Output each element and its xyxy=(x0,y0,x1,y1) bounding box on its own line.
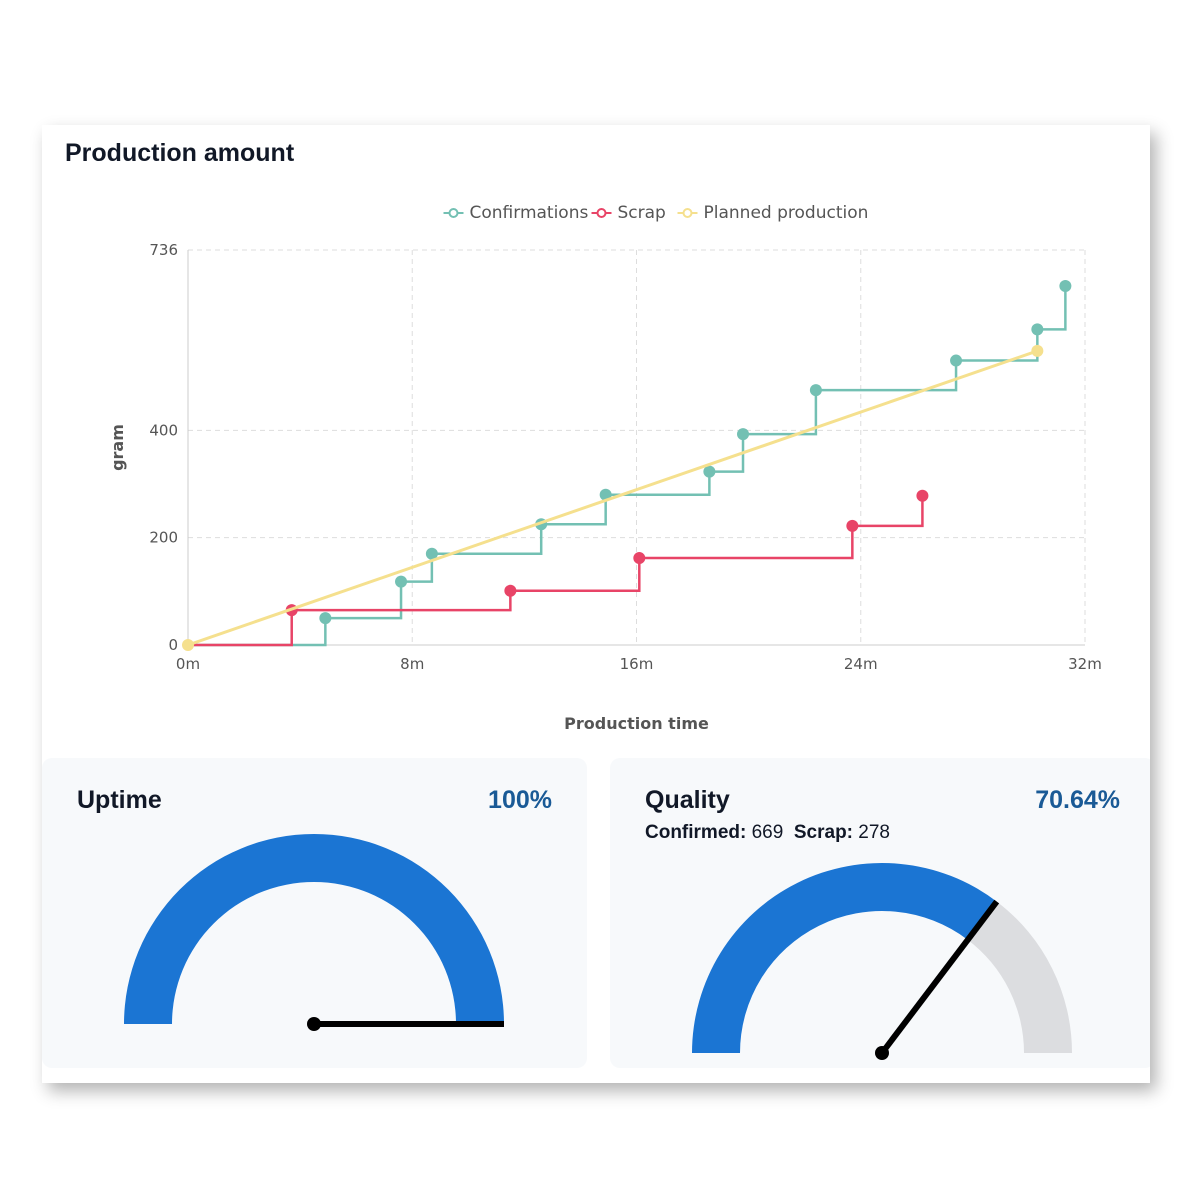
x-tick-label: 8m xyxy=(400,655,424,673)
y-axis-label: gram xyxy=(108,424,127,471)
gauge-track xyxy=(967,901,1072,1053)
data-point xyxy=(319,612,332,625)
data-point xyxy=(1031,344,1044,357)
data-point xyxy=(846,519,859,532)
gauge-needle-hub xyxy=(307,1017,321,1031)
data-point xyxy=(1031,323,1044,336)
gauge-needle-hub xyxy=(875,1046,889,1060)
x-tick-label: 0m xyxy=(176,655,200,673)
scrap-label: Scrap: xyxy=(793,822,854,843)
data-point xyxy=(182,639,194,651)
legend-label: Scrap xyxy=(618,203,666,223)
confirmed-label: Confirmed: xyxy=(645,822,747,843)
y-tick-label: 400 xyxy=(149,421,178,439)
legend-label: Confirmations xyxy=(470,203,589,223)
series-line xyxy=(188,495,924,647)
quality-breakdown: Confirmed: 669 Scrap: 278 xyxy=(645,822,890,844)
data-point xyxy=(1059,279,1072,292)
x-tick-label: 24m xyxy=(844,655,878,673)
production-card: Production amount 0m 8m 16m 24m 32m 0 200 400 73… xyxy=(42,125,1150,1083)
quality-value: 70.64% xyxy=(1035,786,1120,814)
x-axis-label: Production time xyxy=(564,714,709,733)
data-point xyxy=(809,384,822,397)
data-point xyxy=(425,547,438,560)
legend-item: Confirmations xyxy=(443,203,589,223)
data-point xyxy=(504,584,517,597)
data-point xyxy=(633,552,646,565)
data-point xyxy=(737,428,750,441)
y-tick-label: 736 xyxy=(149,241,178,259)
legend-item: Scrap xyxy=(591,203,666,223)
production-chart: 0m 8m 16m 24m 32m 0 200 400 736 Production time gr… xyxy=(108,203,1102,733)
legend-label: Planned production xyxy=(704,203,869,223)
data-point xyxy=(395,575,408,588)
data-point xyxy=(599,488,612,501)
uptime-panel: Uptime 100% xyxy=(42,758,587,1068)
gauge-fill xyxy=(124,834,504,1024)
gauge-fill xyxy=(692,863,997,1053)
quality-panel: Quality 70.64% Confirmed: 669 Scrap: 278 xyxy=(610,758,1150,1068)
data-point xyxy=(703,465,716,478)
page-title: Production amount xyxy=(65,139,295,167)
x-tick-label: 16m xyxy=(620,655,654,673)
uptime-value: 100% xyxy=(488,786,552,814)
uptime-gauge xyxy=(124,834,504,1031)
series-line xyxy=(187,349,1038,647)
scrap-value: 278 xyxy=(858,822,890,843)
confirmed-value: 669 xyxy=(751,822,784,843)
gauge-needle xyxy=(879,899,1000,1055)
x-tick-label: 32m xyxy=(1068,655,1102,673)
data-point xyxy=(950,354,963,367)
y-tick-label: 200 xyxy=(149,529,178,547)
legend-marker xyxy=(596,208,607,218)
legend-marker xyxy=(448,208,459,218)
uptime-title: Uptime xyxy=(77,786,162,814)
data-point xyxy=(916,489,929,502)
series-line xyxy=(188,285,1067,647)
legend-item: Planned production xyxy=(677,203,869,223)
y-tick-label: 0 xyxy=(168,636,178,654)
quality-title: Quality xyxy=(645,786,730,814)
legend-marker xyxy=(682,208,693,218)
quality-gauge xyxy=(692,863,1072,1060)
